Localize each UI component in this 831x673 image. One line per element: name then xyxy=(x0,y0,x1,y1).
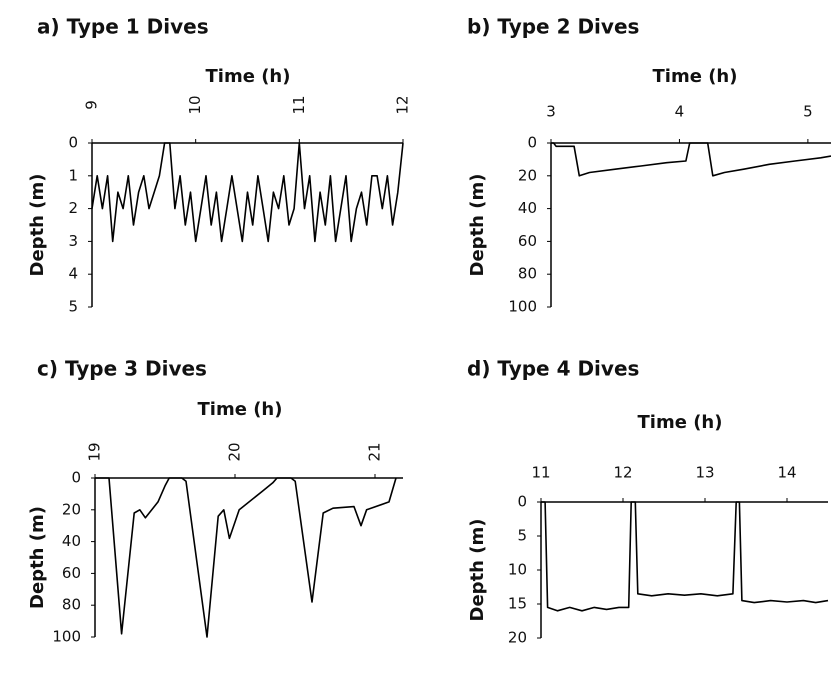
panel-title: c) Type 3 Dives xyxy=(37,357,207,381)
y-tick-label: 4 xyxy=(68,265,78,283)
y-tick-label: 60 xyxy=(62,564,81,582)
y-tick-label: 0 xyxy=(517,493,527,511)
y-tick-label: 40 xyxy=(62,532,81,550)
y-tick-label: 5 xyxy=(68,298,78,316)
x-tick-label: 3 xyxy=(546,103,556,121)
panel-title: a) Type 1 Dives xyxy=(37,15,209,39)
y-tick-label: 5 xyxy=(517,527,527,545)
y-axis-title: Depth (m) xyxy=(27,506,48,609)
dive-line xyxy=(551,142,831,177)
x-tick-label: 21 xyxy=(366,442,384,461)
y-tick-label: 0 xyxy=(68,134,78,152)
y-axis-title: Depth (m) xyxy=(27,174,48,277)
y-tick-label: 40 xyxy=(518,199,537,217)
y-tick-label: 20 xyxy=(508,629,527,647)
x-tick-label: 11 xyxy=(290,95,308,114)
x-tick-label: 19 xyxy=(86,442,104,461)
y-tick-label: 0 xyxy=(527,134,537,152)
y-tick-label: 1 xyxy=(68,166,78,184)
x-tick-label: 12 xyxy=(394,95,412,114)
y-tick-label: 2 xyxy=(68,199,78,217)
x-tick-label: 11 xyxy=(531,464,550,482)
y-tick-label: 100 xyxy=(508,298,537,316)
x-axis-title: Time (h) xyxy=(206,66,291,87)
dive-line xyxy=(91,142,404,243)
x-tick-label: 14 xyxy=(777,464,796,482)
panel-title: d) Type 4 Dives xyxy=(467,357,639,381)
x-axis-title: Time (h) xyxy=(198,399,283,420)
x-tick-label: 12 xyxy=(613,464,632,482)
panel-title: b) Type 2 Dives xyxy=(467,15,639,39)
x-tick-label: 10 xyxy=(186,95,204,114)
y-axis-title: Depth (m) xyxy=(467,519,488,622)
dive-line xyxy=(541,501,829,612)
x-tick-label: 9 xyxy=(83,100,101,110)
y-tick-label: 15 xyxy=(508,595,527,613)
y-axis-title: Depth (m) xyxy=(467,174,488,277)
x-tick-label: 4 xyxy=(675,103,685,121)
y-tick-label: 80 xyxy=(62,596,81,614)
y-tick-label: 20 xyxy=(518,166,537,184)
y-tick-label: 60 xyxy=(518,232,537,250)
y-tick-label: 20 xyxy=(62,500,81,518)
x-axis-title: Time (h) xyxy=(653,66,738,87)
x-tick-label: 5 xyxy=(803,103,813,121)
y-tick-label: 10 xyxy=(508,561,527,579)
x-tick-label: 13 xyxy=(695,464,714,482)
dive-line xyxy=(95,477,397,638)
y-tick-label: 100 xyxy=(52,628,81,646)
x-axis-title: Time (h) xyxy=(638,412,723,433)
x-tick-label: 20 xyxy=(226,442,244,461)
y-tick-label: 0 xyxy=(71,469,81,487)
y-tick-label: 3 xyxy=(68,232,78,250)
y-tick-label: 80 xyxy=(518,265,537,283)
